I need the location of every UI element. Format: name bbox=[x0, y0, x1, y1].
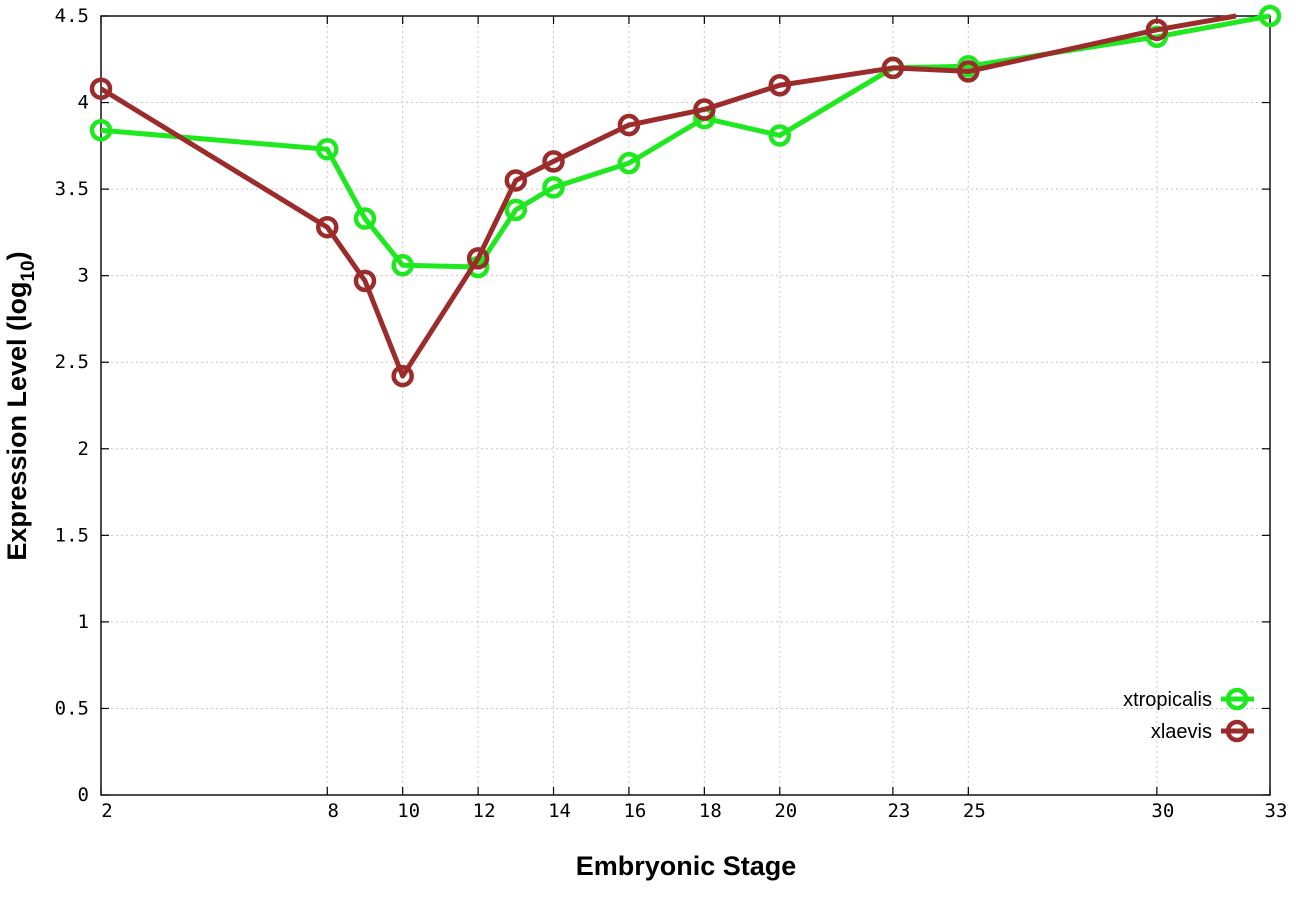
series-group bbox=[89, 4, 1282, 388]
legend-label: xtropicalis bbox=[1123, 689, 1212, 711]
x-tick-label: 14 bbox=[548, 800, 571, 822]
data-point bbox=[768, 124, 792, 147]
y-tick-label: 4.5 bbox=[55, 5, 89, 27]
data-point bbox=[353, 269, 377, 293]
data-point bbox=[617, 151, 641, 175]
data-point bbox=[391, 254, 414, 277]
legend-swatch-marker bbox=[1225, 719, 1249, 743]
x-tick-label: 20 bbox=[774, 800, 797, 822]
y-tick-label: 2.5 bbox=[55, 351, 89, 373]
y-tick-label: 1 bbox=[78, 611, 89, 633]
data-point bbox=[957, 60, 980, 83]
axis-ticks: 0 0.5 1 1.5 2 2.5 3 3.5 4 4.5 2 8 10 12 14 16 18 20 23 25 30… bbox=[55, 5, 1288, 822]
data-point bbox=[89, 77, 113, 100]
series-xtropicalis bbox=[89, 4, 1282, 279]
data-point bbox=[542, 176, 565, 199]
legend-item-xlaevis: xlaevis bbox=[1151, 719, 1254, 743]
legend-item-xtropicalis: xtropicalis bbox=[1123, 687, 1254, 711]
data-point bbox=[617, 113, 641, 137]
data-point bbox=[1258, 4, 1282, 28]
y-axis-title-close: ) bbox=[2, 251, 32, 260]
data-point bbox=[316, 138, 339, 161]
data-point bbox=[881, 56, 905, 80]
x-tick-label: 23 bbox=[887, 800, 910, 822]
y-axis-title-main: Expression Level (log bbox=[2, 282, 32, 561]
data-point bbox=[768, 73, 792, 97]
x-tick-label: 25 bbox=[963, 800, 986, 822]
x-tick-label: 8 bbox=[328, 800, 339, 822]
y-axis-title: Expression Level (log10) bbox=[2, 251, 39, 560]
data-point bbox=[504, 198, 528, 222]
data-point bbox=[1145, 18, 1169, 42]
y-tick-label: 4 bbox=[78, 92, 89, 114]
x-tick-label: 10 bbox=[397, 800, 420, 822]
data-point bbox=[89, 119, 113, 142]
data-point bbox=[391, 364, 414, 388]
series-line-xlaevis bbox=[99, 13, 1237, 379]
data-point bbox=[504, 169, 528, 192]
data-point bbox=[466, 247, 490, 270]
series-line-xtropicalis bbox=[100, 13, 1271, 270]
x-tick-label: 18 bbox=[699, 800, 722, 822]
data-point bbox=[542, 150, 565, 173]
x-axis-title: Embryonic Stage bbox=[576, 851, 797, 881]
y-axis-title-subscript: 10 bbox=[18, 260, 39, 281]
legend: xtropicalis xlaevis bbox=[1123, 687, 1254, 743]
x-tick-label: 30 bbox=[1151, 800, 1174, 822]
legend-swatch-marker bbox=[1225, 687, 1249, 711]
x-tick-label: 2 bbox=[101, 800, 112, 822]
y-tick-label: 1.5 bbox=[55, 524, 89, 546]
x-tick-label: 12 bbox=[473, 800, 496, 822]
y-tick-label: 2 bbox=[78, 438, 89, 460]
y-tick-label: 0.5 bbox=[55, 697, 89, 719]
grid-lines bbox=[101, 16, 1270, 795]
y-tick-label: 3 bbox=[78, 265, 89, 287]
x-tick-label: 16 bbox=[623, 800, 646, 822]
plot-frame bbox=[100, 15, 1271, 796]
data-point bbox=[353, 207, 377, 230]
data-point bbox=[693, 98, 716, 121]
series-xlaevis bbox=[89, 13, 1237, 388]
data-point bbox=[316, 215, 339, 239]
x-tick-label: 33 bbox=[1265, 800, 1288, 822]
y-tick-label: 3.5 bbox=[55, 178, 89, 200]
legend-label: xlaevis bbox=[1151, 721, 1212, 743]
y-tick-label: 0 bbox=[78, 784, 89, 806]
